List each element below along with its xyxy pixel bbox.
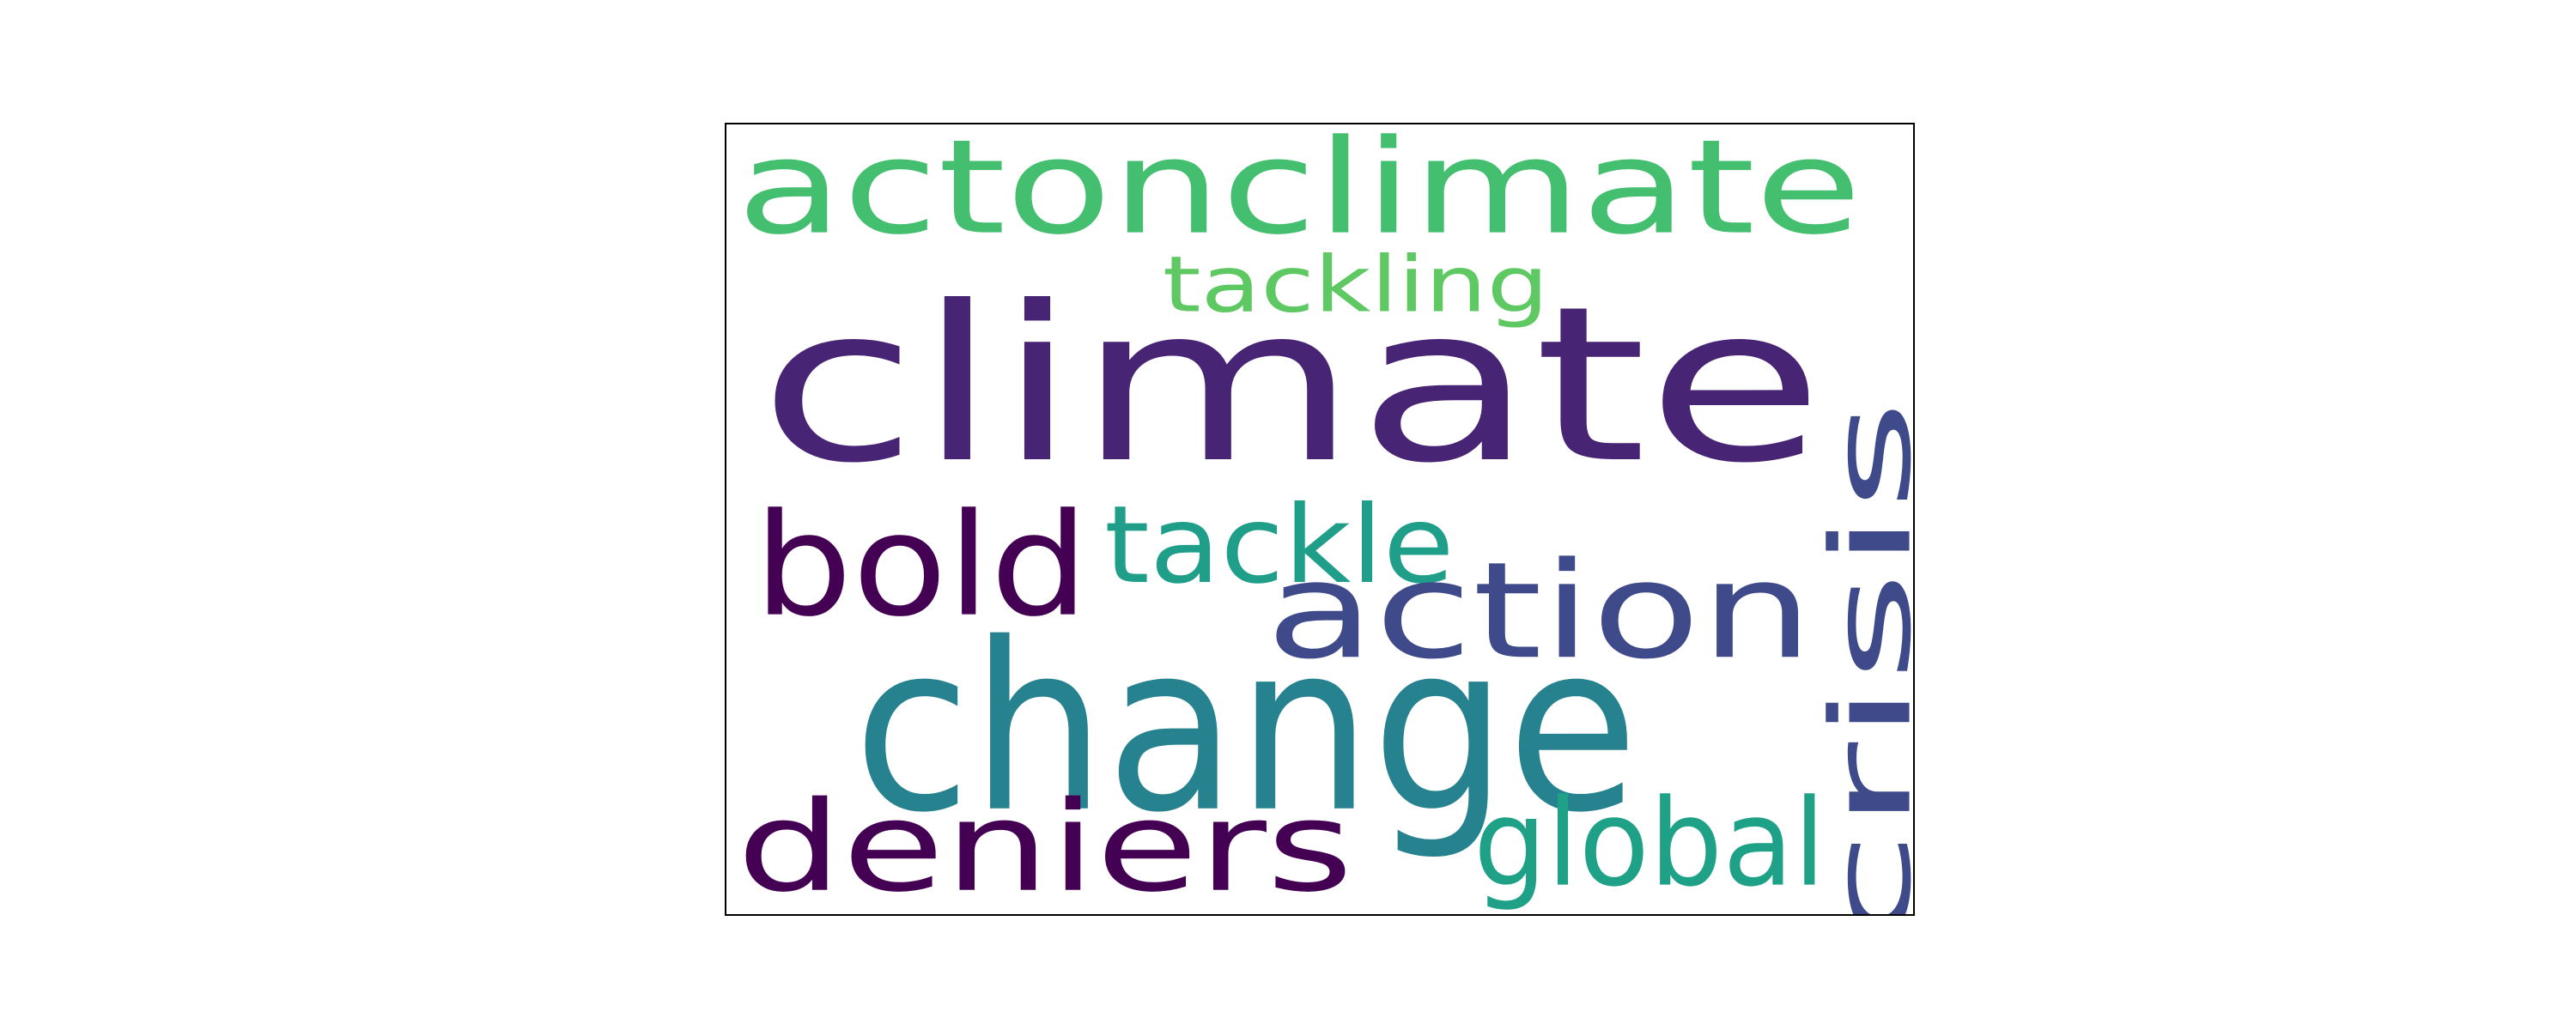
word-crisis: crisis xyxy=(1807,399,1915,916)
word-tackle: tackle xyxy=(1104,482,1455,608)
word-change: change xyxy=(854,592,1639,864)
word-deniers: deniers xyxy=(737,773,1353,916)
word-climate: climate xyxy=(759,259,1824,511)
word-global: global xyxy=(1473,772,1826,914)
word-actonclimate: actonclimate xyxy=(737,123,1862,264)
word-action: action xyxy=(1266,533,1814,689)
word-tackling: tackling xyxy=(1163,239,1549,330)
word-bold: bold xyxy=(754,482,1089,649)
word-cloud-frame: actonclimate tackling climate bold tackl… xyxy=(725,123,1915,916)
